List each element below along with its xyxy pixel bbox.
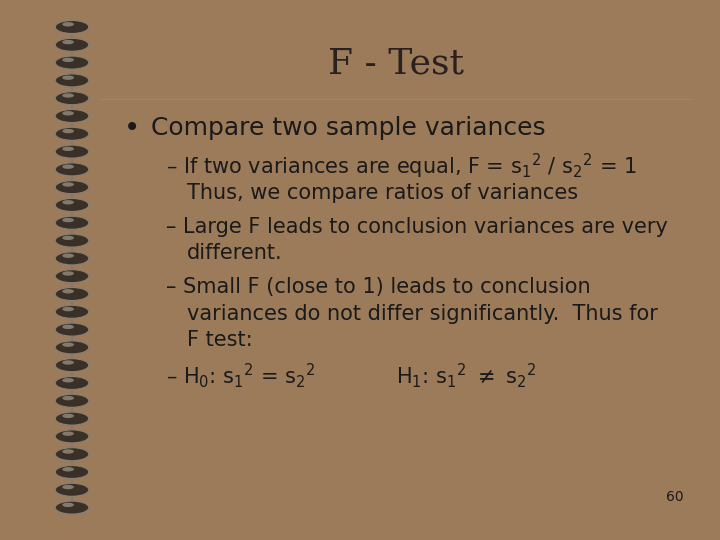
Text: different.: different.: [187, 243, 283, 263]
Text: – H$_0$: s$_1$$^2$ = s$_2$$^2$: – H$_0$: s$_1$$^2$ = s$_2$$^2$: [166, 361, 315, 390]
Text: •: •: [124, 114, 140, 141]
Text: 60: 60: [666, 490, 683, 504]
Text: H$_1$: s$_1$$^2$ $\neq$ s$_2$$^2$: H$_1$: s$_1$$^2$ $\neq$ s$_2$$^2$: [396, 361, 536, 390]
Text: Thus, we compare ratios of variances: Thus, we compare ratios of variances: [187, 183, 578, 203]
Text: – Large F leads to conclusion variances are very: – Large F leads to conclusion variances …: [166, 217, 668, 237]
Text: F - Test: F - Test: [328, 47, 464, 81]
Text: Compare two sample variances: Compare two sample variances: [151, 116, 546, 140]
Text: F test:: F test:: [187, 329, 253, 349]
Text: variances do not differ significantly.  Thus for: variances do not differ significantly. T…: [187, 303, 658, 323]
Text: – Small F (close to 1) leads to conclusion: – Small F (close to 1) leads to conclusi…: [166, 278, 591, 298]
Text: – If two variances are equal, F = s$_1$$^2$ / s$_2$$^2$ = 1: – If two variances are equal, F = s$_1$$…: [166, 152, 637, 181]
